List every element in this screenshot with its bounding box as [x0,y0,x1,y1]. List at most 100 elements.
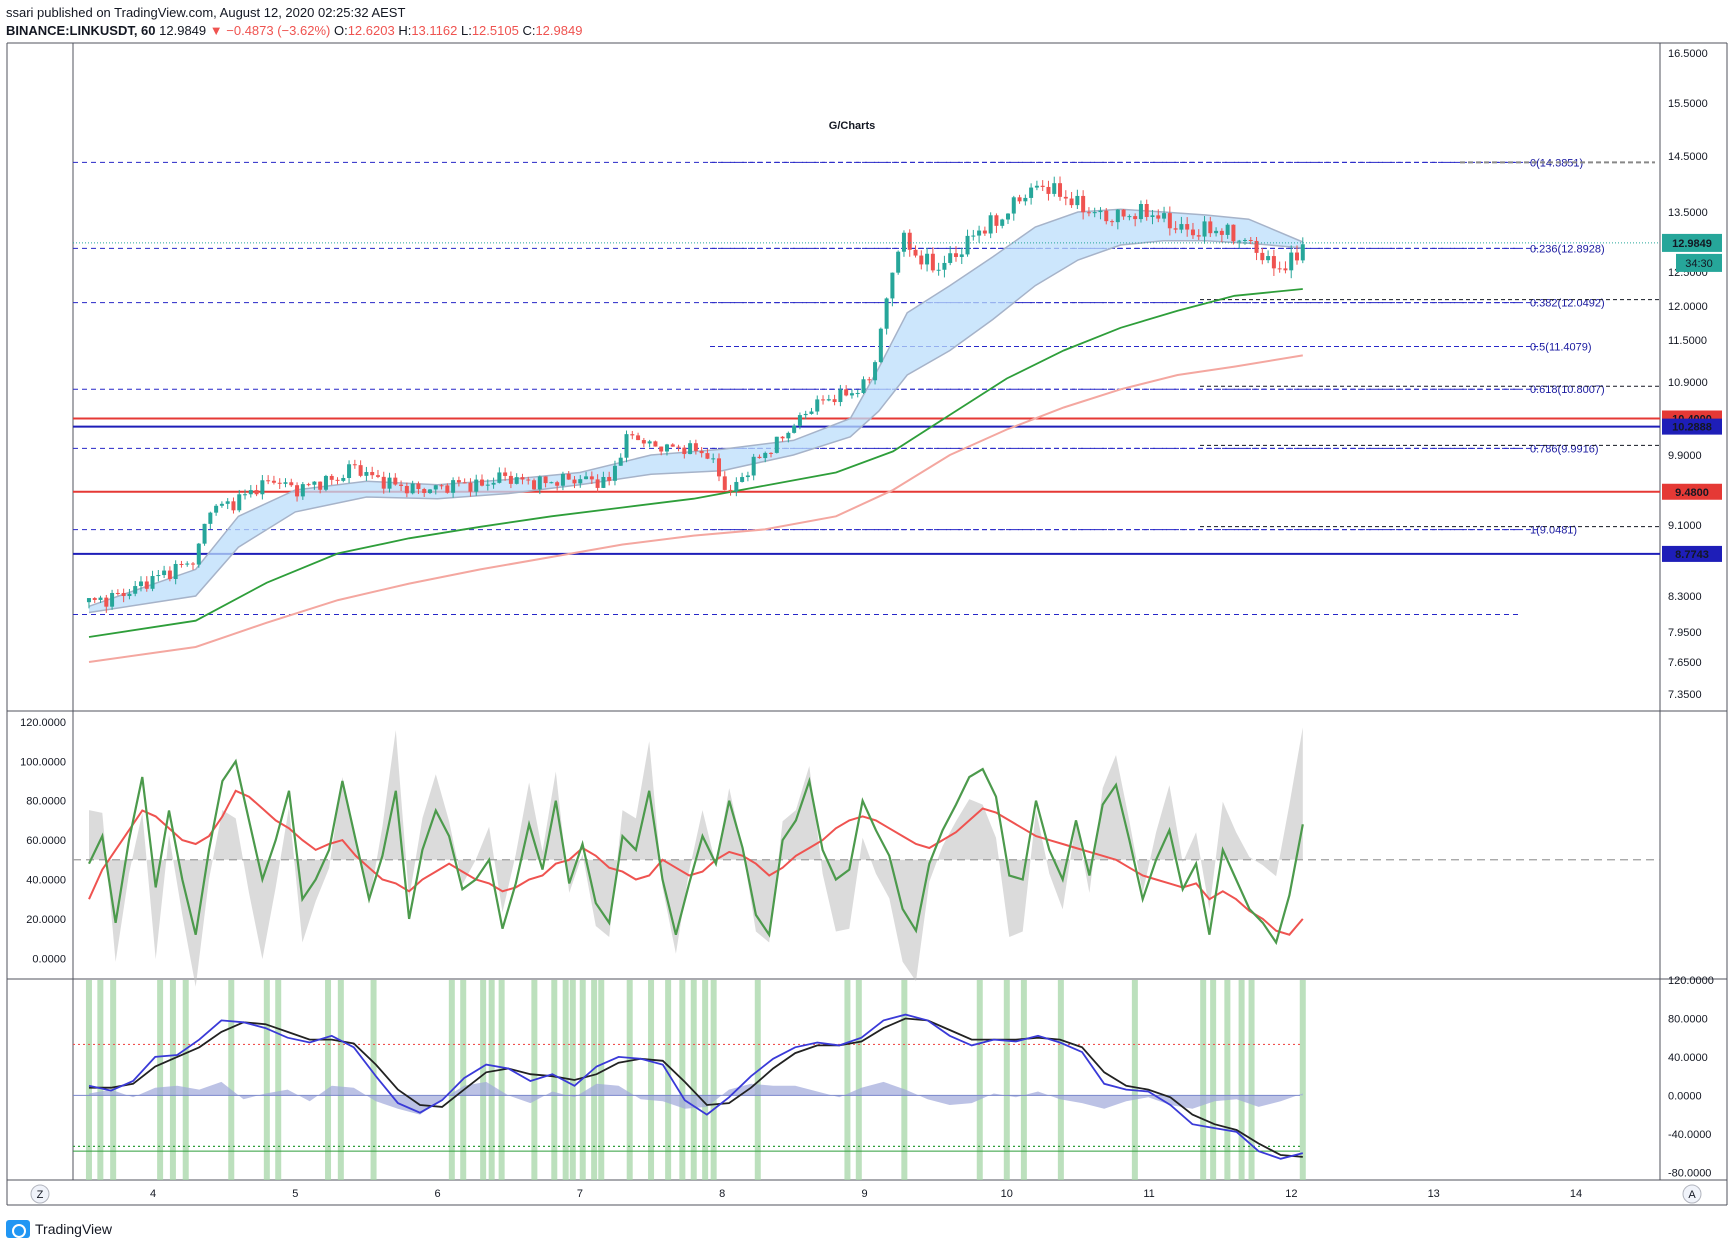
candle-body [745,475,750,478]
signal-bar [337,980,344,1180]
signal-bar [169,980,176,1180]
low-label: L: [460,23,472,38]
price-axis-tick: 7.6500 [1668,657,1702,669]
candle-body [1115,209,1120,223]
signal-bar [598,980,605,1180]
candle-body [497,472,502,483]
candle-body [543,476,548,484]
candle-body [266,480,271,482]
candle-body [844,389,849,396]
candle-body [526,479,531,481]
candle-body [514,477,519,484]
candle-body [832,399,837,403]
price-axis-tick: 11.5000 [1668,335,1707,347]
candle-body [364,472,369,476]
zoom-reset-button[interactable] [30,1184,50,1204]
time-tick-label: 9 [861,1188,867,1200]
candle-body [104,597,109,607]
candle-body [451,480,456,493]
candle-body [1029,187,1034,198]
osc-axis-tick: 20.0000 [26,914,66,926]
candle-body [393,477,398,485]
candle-body [549,482,554,484]
candle-body [1208,221,1213,234]
candle-body [231,501,236,511]
candle-body [901,232,906,252]
level-price-label: 9.4800 [1675,487,1709,499]
candle-body [705,453,710,459]
candle-body [1011,197,1016,214]
candle-body [445,485,450,493]
candle-body [225,501,230,504]
candle-body [664,444,669,452]
candle-body [1092,212,1097,214]
candle-body [682,447,687,455]
candle-body [202,523,207,544]
osc-axis-tick: 40.0000 [26,874,66,886]
price-axis-tick: 9.1000 [1668,520,1702,532]
ema-green-line [88,288,1303,638]
tradingview-logo-text: TradingView [35,1221,113,1237]
candle-body [942,262,947,270]
candle-body [873,362,878,381]
candle-body [1121,209,1126,217]
fib-level-label: 0.382(12.0492) [1530,298,1605,310]
candle-body [485,484,490,486]
osc-axis-tick: 120.0000 [20,717,66,729]
signal-bar [754,980,761,1180]
candle-body [1219,230,1224,235]
candle-body [318,481,323,490]
tradingview-logo[interactable]: TradingView [6,1220,112,1238]
down-arrow-icon: ▼ [209,23,223,38]
candle-body [566,473,571,480]
close-label: C: [522,23,536,38]
candle-body [277,482,282,484]
candle-body [1225,224,1230,235]
candle-body [1127,216,1132,218]
candle-body [693,443,698,451]
wt-main-line [88,1013,1304,1160]
candle-body [1196,235,1201,237]
signal-bar [1057,980,1064,1180]
candle-body [601,476,606,488]
candle-body [815,399,820,412]
signal-bar [855,980,862,1180]
wt-axis-tick: -80.0000 [1668,1167,1711,1179]
candle-body [329,475,334,480]
signal-bar [976,980,983,1180]
candle-body [399,484,404,486]
candle-body [1300,244,1305,261]
candle-body [780,436,785,439]
candle-body [404,485,409,494]
candle-body [913,249,918,256]
auto-scale-icon: A [1688,1189,1696,1201]
chart-frame [72,42,1661,1181]
candle-body [214,505,219,513]
candle-body [1283,268,1288,271]
price-axis-tick: 7.3500 [1668,689,1702,701]
candle-body [352,464,357,466]
candle-body [948,253,953,263]
last-price-tag [1662,233,1722,252]
wt-axis-tick: 0.0000 [1668,1090,1702,1102]
wt-axis-tick: 40.0000 [1668,1052,1708,1064]
price-axis-tick: 9.9000 [1668,450,1702,462]
candle-body [878,328,883,363]
symbol-name[interactable]: BINANCE:LINKUSDT, 60 [6,23,156,38]
signal-bar [498,980,505,1180]
candle-body [826,399,831,401]
level-price-label: 8.7743 [1675,549,1709,561]
candle-body [115,592,120,594]
tradingview-logo-icon [6,1220,30,1238]
candle-body [699,450,704,454]
candle-body [907,232,912,250]
auto-scale-button[interactable] [1682,1184,1702,1204]
candle-body [1156,215,1161,219]
time-tick-label: 12 [1285,1188,1297,1200]
candle-body [728,489,733,492]
signal-bar [228,980,235,1180]
candle-body [295,485,300,497]
candle-body [219,503,224,506]
time-tick-label: 5 [292,1188,298,1200]
